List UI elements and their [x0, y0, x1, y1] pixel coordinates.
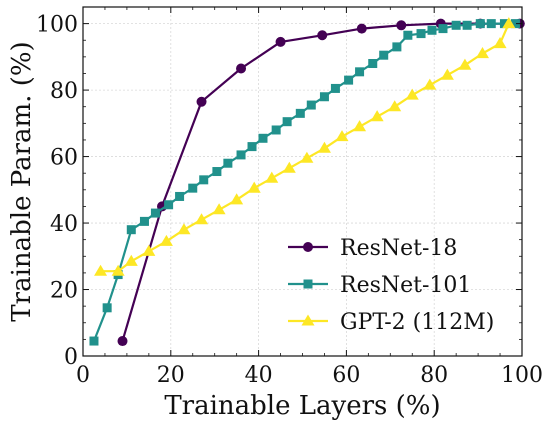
data-point — [440, 68, 454, 80]
data-point — [438, 24, 448, 34]
data-point — [353, 120, 367, 132]
legend-marker — [301, 314, 315, 326]
data-point — [355, 67, 365, 77]
data-point — [271, 125, 281, 135]
y-axis-label: Trainable Param. (%) — [7, 41, 37, 321]
y-tick-label: 20 — [50, 279, 78, 304]
data-point — [142, 244, 156, 256]
legend-entry: GPT-2 (112M) — [288, 310, 494, 335]
data-point — [462, 20, 472, 30]
data-point — [150, 208, 160, 218]
data-point — [405, 88, 419, 100]
legend-label: ResNet-18 — [340, 236, 457, 261]
data-point — [236, 150, 246, 160]
x-tick-label: 60 — [332, 363, 360, 388]
data-point — [388, 100, 402, 112]
legend-marker — [303, 279, 313, 289]
data-point — [330, 83, 340, 93]
data-point — [212, 203, 226, 215]
data-point — [247, 142, 257, 152]
data-point — [275, 36, 286, 47]
x-axis-label: Trainable Layers (%) — [164, 391, 440, 421]
y-tick-label: 0 — [64, 345, 78, 370]
data-point — [282, 161, 296, 173]
data-point — [317, 141, 331, 153]
data-point — [300, 151, 314, 163]
data-point — [416, 29, 426, 39]
ticks: 0 20 40 60 80 100 0 20 40 60 80 100 — [36, 6, 543, 388]
x-tick-label: 80 — [420, 363, 448, 388]
data-point — [175, 191, 185, 201]
data-point — [177, 223, 191, 235]
series-gpt-2-112m — [94, 17, 516, 276]
data-point — [451, 20, 461, 30]
data-point — [265, 171, 279, 183]
data-point — [319, 92, 329, 102]
data-point — [403, 30, 413, 40]
y-tick-label: 100 — [36, 13, 78, 38]
data-point — [188, 183, 198, 193]
data-point — [335, 130, 349, 142]
data-point — [195, 213, 209, 225]
data-point — [94, 264, 108, 276]
x-tick-label: 100 — [501, 363, 543, 388]
data-point — [258, 133, 268, 143]
data-point — [102, 303, 112, 313]
data-point — [236, 63, 247, 74]
data-point — [427, 25, 437, 35]
data-point — [306, 100, 316, 110]
data-point — [295, 108, 305, 118]
data-point — [117, 336, 128, 347]
series-resnet-101 — [89, 19, 520, 346]
data-point — [493, 37, 507, 49]
legend-label: ResNet-101 — [340, 273, 471, 298]
data-point — [124, 254, 138, 266]
data-point — [458, 58, 472, 70]
data-point — [159, 234, 173, 246]
y-tick-label: 40 — [50, 212, 78, 237]
data-point — [212, 167, 222, 177]
data-point — [475, 47, 489, 59]
data-point — [247, 181, 261, 193]
data-point — [89, 336, 99, 346]
data-point — [356, 23, 367, 34]
data-point — [423, 78, 437, 90]
data-point — [139, 216, 149, 226]
data-point — [475, 19, 485, 29]
legend-marker — [303, 242, 313, 252]
data-point — [379, 50, 389, 60]
series-layer — [89, 17, 525, 347]
data-point — [282, 117, 292, 127]
y-tick-label: 60 — [50, 146, 78, 171]
legend-entry: ResNet-18 — [288, 236, 457, 261]
x-tick-label: 40 — [245, 363, 273, 388]
data-point — [486, 19, 496, 29]
data-point — [223, 158, 233, 168]
x-tick-label: 0 — [76, 363, 90, 388]
data-point — [370, 110, 384, 122]
data-point — [396, 20, 407, 31]
data-point — [199, 175, 209, 185]
data-point — [368, 59, 378, 69]
y-tick-label: 80 — [50, 79, 78, 104]
data-point — [392, 42, 402, 52]
data-point — [230, 193, 244, 205]
legend-entry: ResNet-101 — [288, 273, 471, 298]
data-point — [499, 19, 509, 29]
data-point — [111, 264, 125, 276]
data-point — [502, 17, 516, 29]
data-point — [344, 75, 354, 85]
data-point — [196, 96, 207, 107]
data-point — [164, 200, 174, 210]
x-tick-label: 20 — [157, 363, 185, 388]
data-point — [126, 225, 136, 235]
data-point — [317, 30, 328, 41]
data-point — [510, 19, 520, 29]
legend: ResNet-18 ResNet-101 GPT-2 (112M) — [288, 236, 494, 335]
legend-label: GPT-2 (112M) — [340, 310, 494, 335]
